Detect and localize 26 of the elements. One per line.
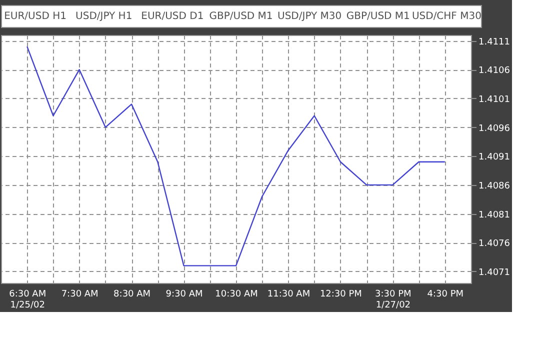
- y-tick-label: 1.4086: [478, 181, 510, 192]
- text: USD/CHF M30: [412, 11, 482, 22]
- text: GBP/USD M1: [346, 11, 410, 22]
- text: EUR/USD H1: [4, 11, 66, 22]
- y-tick-label: 1.4071: [478, 268, 510, 278]
- text: USD/JPY M30: [278, 11, 342, 22]
- y-tick-label: 1.4081: [478, 210, 510, 220]
- x-tick-label: 4:30 PM: [427, 290, 464, 300]
- line-series: [26, 46, 446, 266]
- x-tick-label: 10:30 AM: [215, 290, 258, 300]
- text: EUR/USD D1: [141, 11, 204, 22]
- x-tick-label: 11:30 AM: [267, 290, 310, 300]
- y-tick-label: 1.4106: [478, 66, 510, 76]
- x-tick-label: 3:30 PM 1/27/02: [375, 290, 412, 310]
- x-tick-label: 9:30 AM: [166, 290, 203, 300]
- x-tick-label: 7:30 AM: [61, 290, 98, 300]
- y-tick-label: 1.4111: [478, 37, 510, 48]
- x-tick-label: 12:30 PM: [320, 290, 362, 300]
- y-tick-label: 1.4091: [478, 152, 510, 163]
- y-tick-label: 1.4076: [478, 239, 510, 250]
- x-tick-label: 8:30 AM: [114, 290, 151, 300]
- y-tick-label: 1.4096: [478, 124, 510, 134]
- text: USD/JPY H1: [76, 11, 132, 22]
- text: GBP/USD M1: [209, 11, 273, 22]
- x-tick-label: 6:30 AM 1/25/02: [9, 290, 46, 310]
- y-tick-label: 1.4101: [478, 94, 510, 105]
